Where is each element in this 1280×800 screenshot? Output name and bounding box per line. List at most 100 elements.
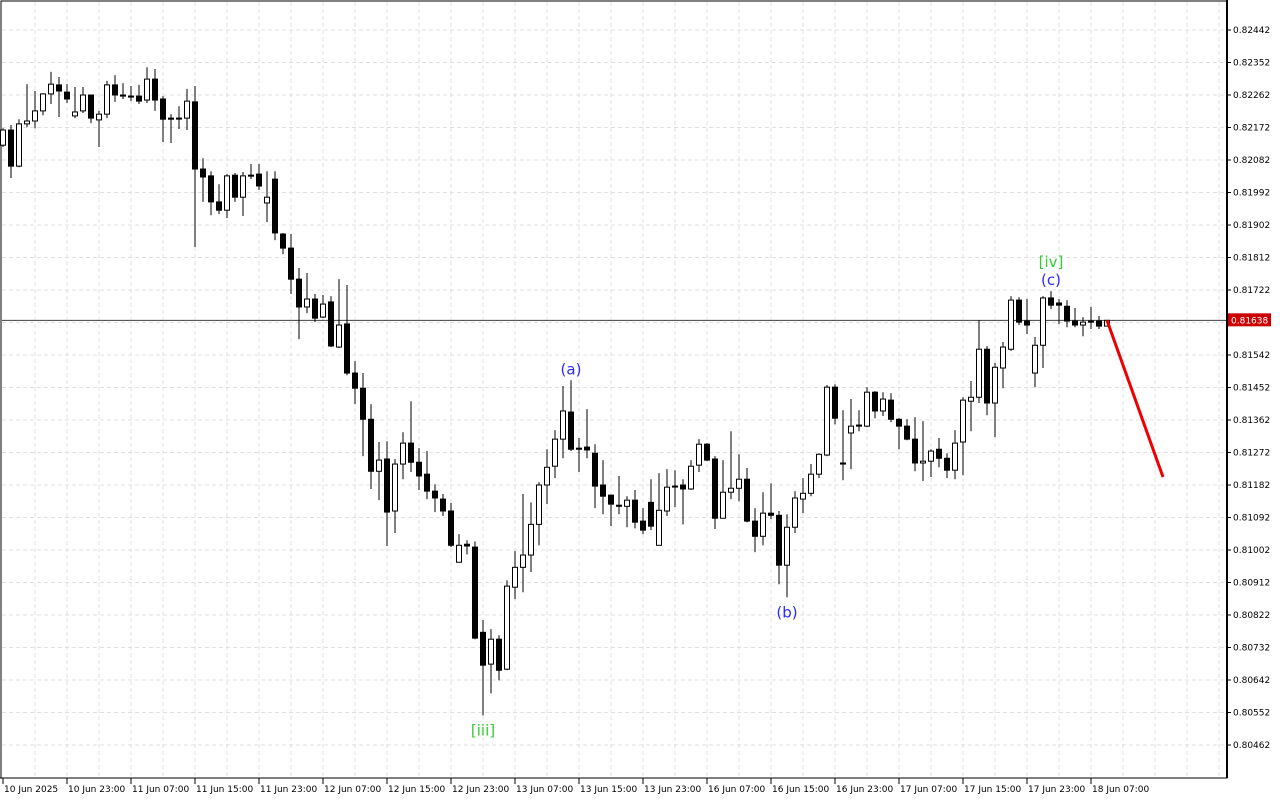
x-tick-label: 17 Jun 15:00 xyxy=(964,785,1021,795)
candle xyxy=(56,76,62,118)
candle-body-bullish xyxy=(456,544,462,563)
candle xyxy=(968,381,974,432)
candle xyxy=(104,80,110,119)
y-tick-label: 0.80822 xyxy=(1233,611,1270,621)
x-tick-label: 16 Jun 23:00 xyxy=(836,785,893,795)
candle-body-bullish xyxy=(848,425,854,434)
candle-body-bearish xyxy=(464,543,470,547)
candle xyxy=(144,67,150,103)
candle-body-bearish xyxy=(432,490,438,499)
candle-body-bearish xyxy=(200,168,206,178)
candle xyxy=(568,380,574,452)
candle-body-bearish xyxy=(680,484,686,490)
candle-body-bearish xyxy=(744,478,750,522)
candle xyxy=(480,620,486,716)
candle-body-bullish xyxy=(952,442,958,471)
candle-body-bearish xyxy=(608,494,614,505)
candle xyxy=(288,234,294,294)
candle xyxy=(848,399,854,470)
candle xyxy=(128,85,134,102)
candle-body-bearish xyxy=(840,462,846,465)
candle-body-bullish xyxy=(184,100,190,119)
candle-body-bullish xyxy=(304,298,310,308)
candle xyxy=(920,421,926,482)
candle-body-bearish xyxy=(448,510,454,546)
candle xyxy=(464,540,470,555)
y-tick-label: 0.81812 xyxy=(1233,254,1270,264)
candle xyxy=(208,171,214,216)
candle xyxy=(200,158,206,202)
candle xyxy=(536,482,542,546)
candle-body-bearish xyxy=(776,514,782,566)
candle-body-bearish xyxy=(944,457,950,471)
candle xyxy=(272,171,278,241)
candle xyxy=(1056,299,1062,324)
candle-body-bearish xyxy=(1064,305,1070,322)
y-tick-label: 0.80732 xyxy=(1233,644,1270,654)
candle xyxy=(856,410,862,432)
x-tick-label: 16 Jun 07:00 xyxy=(708,785,765,795)
candle xyxy=(912,417,918,472)
candle xyxy=(872,391,878,419)
candle xyxy=(584,409,590,459)
candle-body-bullish xyxy=(488,638,494,665)
candle-body-bearish xyxy=(480,631,486,666)
candle-body-bullish xyxy=(240,175,246,198)
candle xyxy=(16,119,22,168)
y-tick-label: 0.81722 xyxy=(1233,286,1270,296)
candle xyxy=(456,534,462,563)
candle xyxy=(1096,316,1102,329)
candle xyxy=(864,387,870,428)
candle-body-bearish xyxy=(1016,299,1022,323)
y-tick-label: 0.80552 xyxy=(1233,709,1270,719)
candle-body-bullish xyxy=(336,324,342,348)
candle xyxy=(240,171,246,216)
candle-body-bullish xyxy=(536,484,542,525)
candle xyxy=(424,451,430,500)
candle xyxy=(552,430,558,479)
x-tick-label: 13 Jun 07:00 xyxy=(516,785,573,795)
candle-body-bullish xyxy=(376,459,382,472)
candle-body-bullish xyxy=(80,94,86,112)
candle-body-bullish xyxy=(392,463,398,512)
candle-body-bullish xyxy=(736,478,742,489)
candle xyxy=(440,494,446,517)
candle xyxy=(448,503,454,548)
x-tick-label: 12 Jun 23:00 xyxy=(452,785,509,795)
candle xyxy=(648,479,654,531)
candle xyxy=(816,453,822,479)
candle xyxy=(728,431,734,500)
candle xyxy=(608,494,614,527)
y-tick-label: 0.81452 xyxy=(1233,384,1270,394)
candle xyxy=(232,173,238,202)
candle xyxy=(496,635,502,681)
candle xyxy=(48,71,54,105)
candle xyxy=(40,93,46,116)
candle xyxy=(1032,336,1038,388)
candle-body-bullish xyxy=(32,110,38,122)
candle xyxy=(576,438,582,472)
candle-body-bearish xyxy=(1056,302,1062,306)
candle-body-bearish xyxy=(496,638,502,671)
candle xyxy=(976,319,982,404)
candle xyxy=(544,449,550,505)
candle-body-bullish xyxy=(656,509,662,546)
candle xyxy=(840,410,846,481)
candle xyxy=(808,464,814,497)
y-tick-label: 0.81992 xyxy=(1233,189,1270,199)
x-tick-label: 10 Jun 2025 xyxy=(4,785,58,795)
candle xyxy=(280,232,286,255)
candle xyxy=(176,106,182,129)
x-tick-label: 12 Jun 15:00 xyxy=(388,785,445,795)
candle-body-bullish xyxy=(528,523,534,556)
candle-body-bearish xyxy=(328,301,334,347)
candle-body-bearish xyxy=(368,418,374,472)
candle-body-bullish xyxy=(0,129,6,146)
candle-body-bullish xyxy=(544,466,550,486)
candle xyxy=(96,110,102,147)
candle-body-bullish xyxy=(1008,299,1014,350)
candle-body-bullish xyxy=(824,386,830,456)
candle-body-bearish xyxy=(832,386,838,419)
candle xyxy=(824,384,830,457)
